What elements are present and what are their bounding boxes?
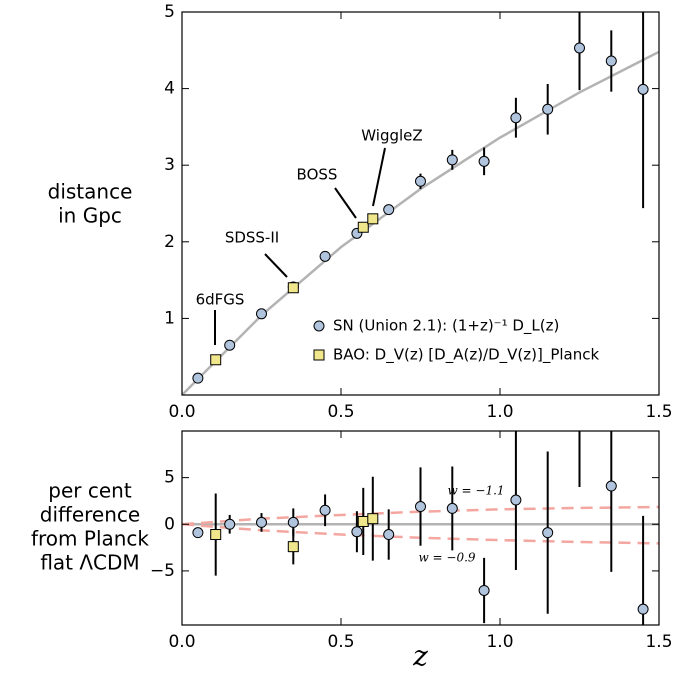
- y-axis-label: difference: [40, 503, 140, 527]
- data-point: [210, 354, 222, 366]
- x-tick-label: 0.0: [168, 402, 195, 422]
- data-point: [510, 112, 522, 124]
- x-tick-label: 1.0: [486, 402, 513, 422]
- annotation: w = −1.1: [447, 484, 504, 498]
- annotation: w = −0.9: [418, 551, 475, 565]
- y-tick-label: 4: [164, 79, 175, 99]
- data-point: [287, 282, 299, 294]
- data-point: [637, 603, 649, 615]
- x-tick-label: 1.5: [645, 402, 672, 422]
- data-point: [192, 372, 204, 384]
- data-point: [357, 221, 369, 233]
- data-point: [319, 504, 331, 516]
- x-tick-label: 0.5: [327, 632, 354, 652]
- legend-label: SN (Union 2.1): (1+z)⁻¹ D_L(z): [333, 317, 559, 336]
- data-point: [351, 526, 363, 538]
- data-point: [287, 541, 299, 553]
- legend-marker: [313, 349, 325, 361]
- data-point: [637, 83, 649, 95]
- data-point: [357, 515, 369, 527]
- y-tick-label: 2: [164, 232, 175, 252]
- x-tick-label: 1.5: [645, 632, 672, 652]
- y-tick-label: 1: [164, 308, 175, 328]
- x-axis-label: z: [412, 640, 428, 673]
- data-point: [319, 250, 331, 262]
- y-axis-label: in Gpc: [58, 204, 122, 228]
- axes-frame: [181, 11, 660, 396]
- y-axis-label: from Planck: [31, 527, 149, 551]
- y-axis-label: per cent: [48, 479, 132, 503]
- data-point: [574, 42, 585, 54]
- data-point: [415, 501, 426, 513]
- data-point: [542, 527, 554, 539]
- model-line: [182, 50, 659, 395]
- data-point: [510, 494, 522, 506]
- axes-frame: [181, 430, 660, 626]
- y-tick-label: 5: [164, 2, 175, 22]
- y-tick-label: −5: [150, 561, 175, 581]
- data-point: [605, 480, 617, 492]
- x-tick-label: 0.0: [168, 632, 195, 652]
- data-point: [383, 204, 395, 216]
- data-point: [478, 584, 490, 596]
- data-point: [192, 527, 204, 539]
- data-point: [575, 370, 585, 380]
- data-point: [287, 516, 299, 528]
- data-point: [383, 529, 395, 541]
- y-tick-label: 5: [164, 468, 175, 488]
- y-axis-label: flat ΛCDM: [40, 551, 139, 575]
- data-point: [224, 339, 236, 351]
- annotation: 6dFGS: [196, 291, 245, 309]
- data-point: [446, 154, 458, 166]
- legend-label: BAO: D_V(z) [D_A(z)/D_V(z)]_Planck: [333, 346, 600, 365]
- data-point: [210, 529, 222, 541]
- annotation: WiggleZ: [361, 127, 422, 145]
- plot-area: [182, 370, 659, 625]
- data-point: [542, 103, 554, 115]
- data-point: [367, 513, 379, 525]
- x-tick-label: 0.5: [327, 402, 354, 422]
- data-point: [415, 175, 426, 187]
- data-point: [367, 213, 379, 225]
- legend-marker: [313, 320, 325, 332]
- data-point: [224, 518, 236, 530]
- annotation: SDSS-II: [225, 229, 279, 247]
- annotation-pointer: [334, 187, 357, 219]
- data-point: [256, 308, 267, 320]
- annotation-pointer: [372, 147, 386, 207]
- data-point: [446, 502, 458, 514]
- data-point: [605, 55, 617, 67]
- data-point: [478, 155, 490, 167]
- y-axis-label: distance: [48, 180, 133, 204]
- data-point: [256, 516, 267, 528]
- y-tick-label: 3: [164, 155, 175, 175]
- x-tick-label: 1.0: [486, 632, 513, 652]
- y-tick-label: 0: [164, 514, 175, 534]
- annotation: BOSS: [297, 166, 338, 184]
- annotation-pointer: [264, 253, 288, 278]
- plot-area: [182, 12, 659, 395]
